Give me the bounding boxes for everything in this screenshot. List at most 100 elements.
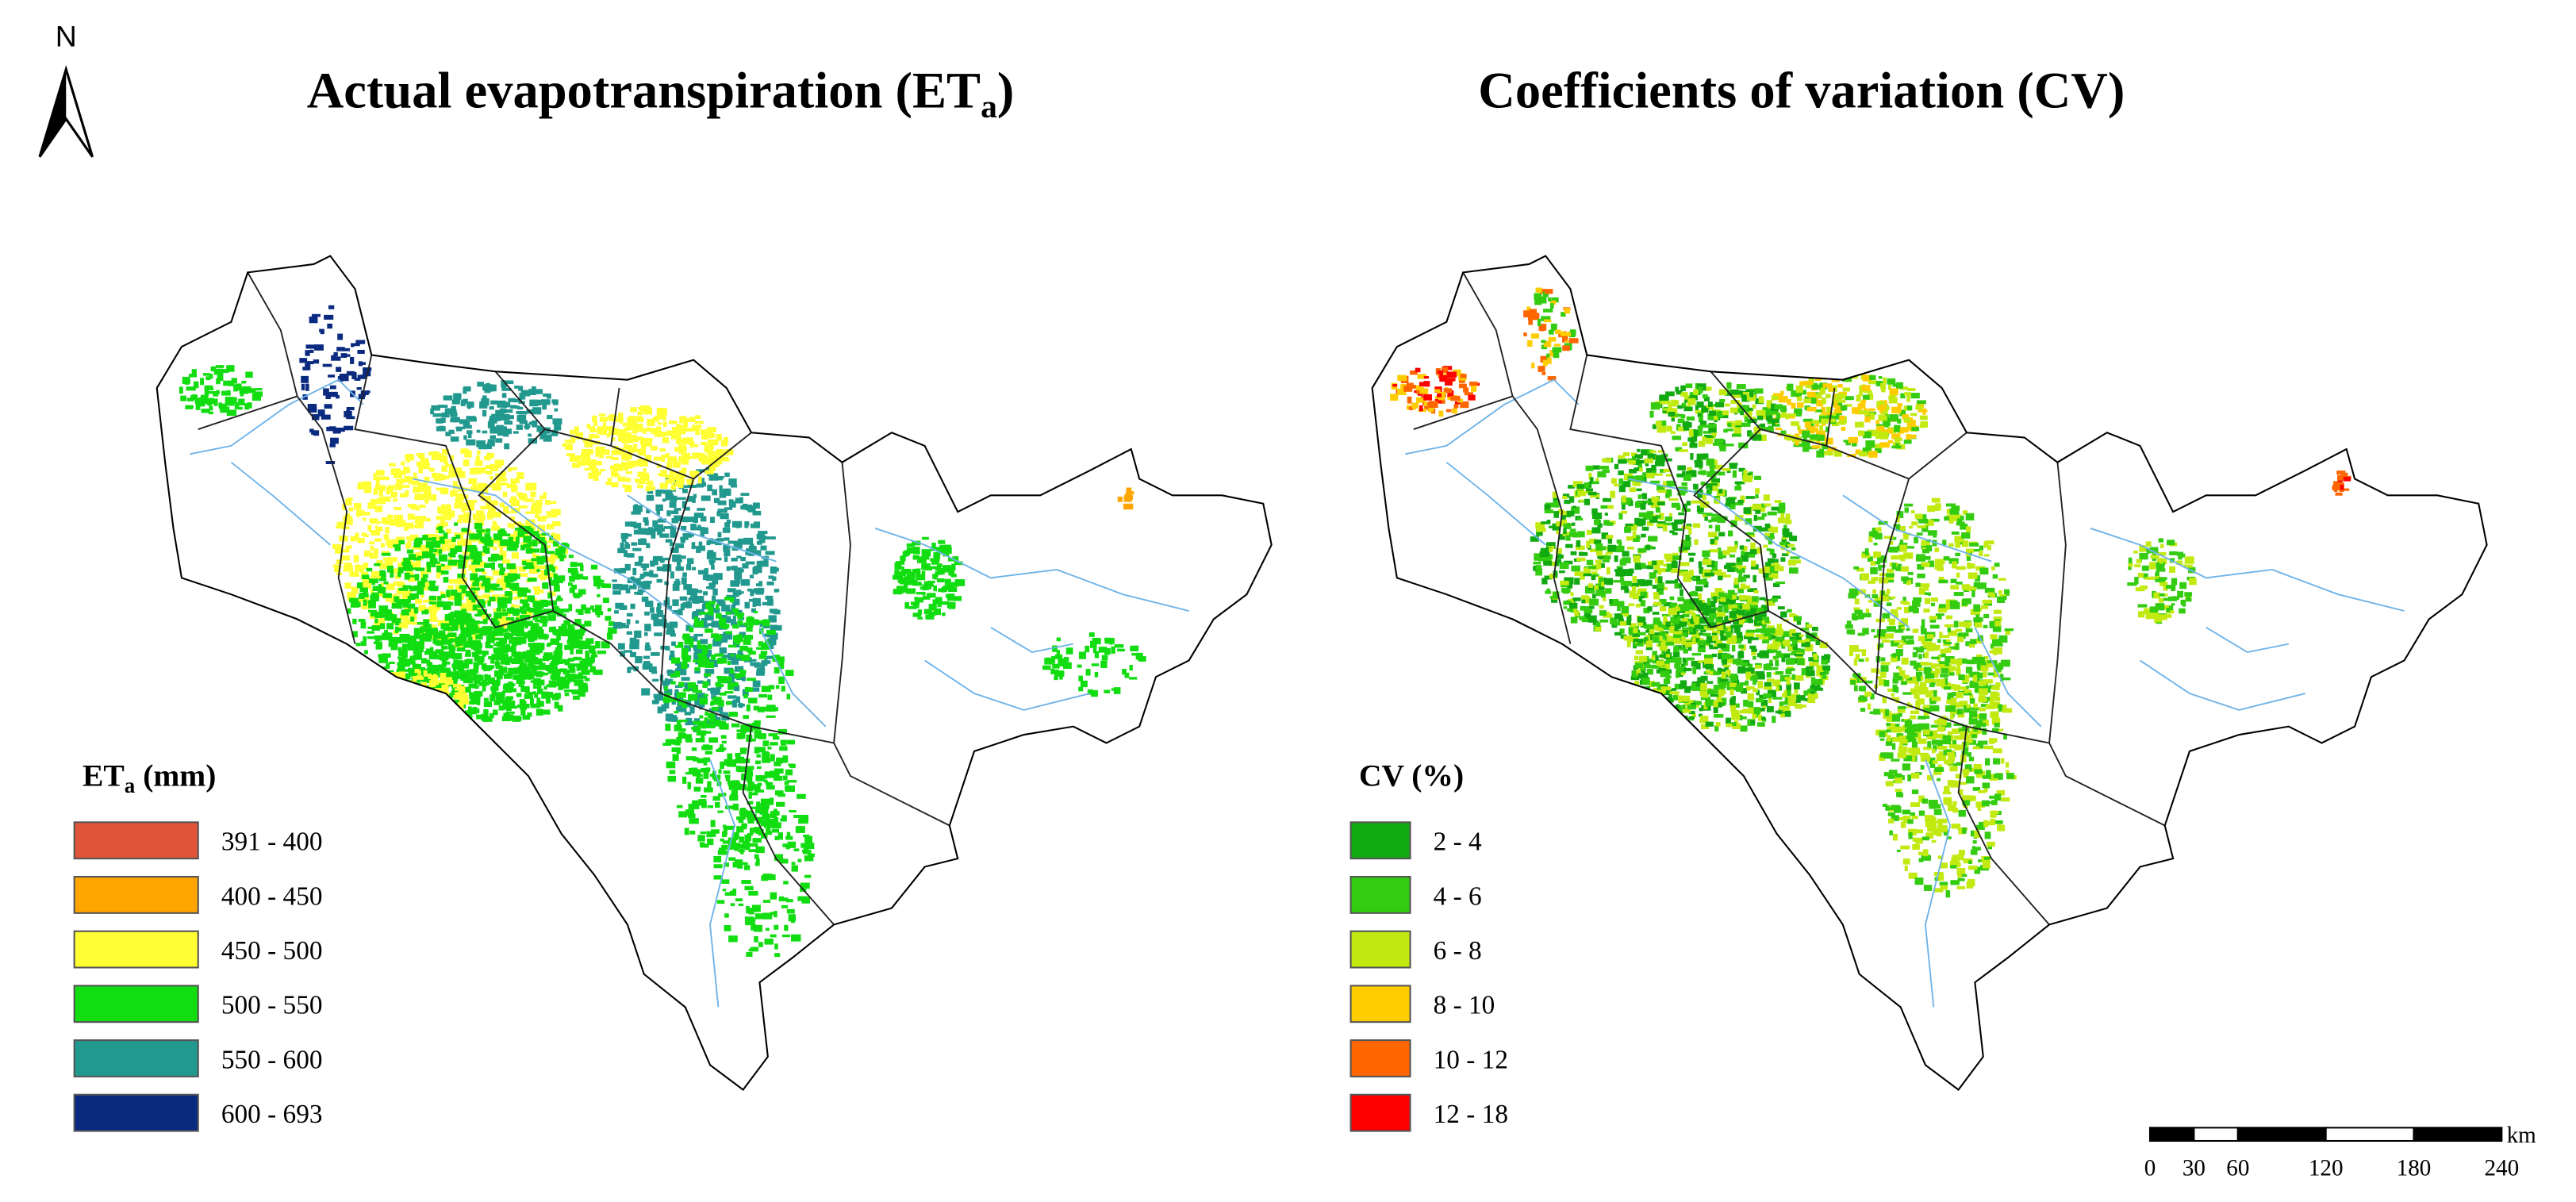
pixel	[716, 900, 725, 904]
pixel	[540, 600, 549, 607]
pixel	[408, 670, 417, 677]
pixel	[704, 434, 708, 438]
pixel	[510, 607, 514, 610]
pixel	[743, 862, 748, 866]
pixel	[307, 404, 317, 410]
pixel	[749, 828, 754, 835]
pixel	[1646, 565, 1654, 570]
pixel	[590, 605, 594, 610]
pixel	[311, 313, 321, 317]
pixel	[1580, 606, 1590, 611]
pixel	[210, 366, 217, 372]
pixel	[678, 732, 687, 739]
pixel	[682, 776, 687, 784]
pixel	[767, 694, 773, 701]
pixel	[1785, 513, 1791, 520]
pixel	[1607, 544, 1617, 552]
pixel	[476, 429, 481, 433]
pixel	[348, 545, 352, 549]
pixel	[497, 597, 505, 605]
pixel	[441, 631, 446, 637]
pixel	[463, 518, 472, 524]
pixel	[424, 486, 432, 493]
pixel	[441, 504, 451, 509]
pixel	[506, 546, 513, 551]
pixel	[1691, 500, 1701, 504]
pixel	[662, 421, 667, 427]
pixel	[472, 513, 483, 520]
pixel	[509, 621, 516, 627]
pixel	[735, 666, 744, 672]
pixel	[344, 425, 354, 431]
pixel	[1715, 616, 1723, 624]
pixel	[743, 693, 748, 699]
pixel	[475, 462, 479, 465]
pixel	[477, 532, 482, 539]
pixel	[1580, 573, 1585, 580]
pixel	[739, 747, 747, 751]
pixel	[731, 701, 737, 708]
pixel	[736, 555, 742, 559]
pixel	[912, 555, 919, 560]
pixel	[520, 685, 526, 692]
pixel	[712, 588, 718, 596]
pixel	[747, 766, 754, 770]
pixel	[532, 691, 537, 695]
pixel	[578, 689, 585, 697]
pixel	[1680, 589, 1683, 597]
pixel	[708, 466, 716, 471]
pixel	[513, 654, 520, 660]
pixel	[545, 665, 553, 668]
pixel	[1562, 495, 1568, 500]
pixel	[1650, 547, 1656, 550]
pixel	[1683, 540, 1691, 547]
pixel	[1629, 568, 1634, 574]
pixel	[752, 502, 760, 509]
pixel	[332, 564, 342, 568]
pixel	[547, 540, 555, 543]
pixel	[1634, 563, 1642, 570]
pixel	[466, 544, 474, 552]
pixel	[1123, 495, 1132, 502]
pixel	[482, 545, 488, 553]
pixel	[1622, 495, 1626, 503]
pixel	[710, 517, 716, 524]
pixel	[449, 705, 455, 713]
pixel	[753, 550, 762, 556]
pixel	[684, 506, 690, 511]
pixel	[452, 683, 462, 688]
pixel	[733, 685, 740, 692]
pixel	[1589, 477, 1594, 485]
pixel	[764, 825, 772, 828]
pixel	[536, 709, 543, 716]
pixel	[328, 374, 336, 378]
pixel	[538, 536, 545, 544]
pixel	[375, 526, 383, 532]
pixel	[1643, 607, 1650, 614]
pixel	[1752, 504, 1762, 509]
pixel	[382, 700, 391, 705]
pixel	[420, 686, 425, 694]
pixel	[418, 482, 428, 488]
pixel	[774, 854, 784, 862]
pixel	[404, 669, 411, 672]
pixel	[791, 865, 798, 872]
pixel	[593, 461, 602, 466]
pixel	[558, 684, 563, 690]
pixel	[431, 711, 436, 714]
pixel	[747, 647, 753, 653]
pixel	[407, 504, 417, 508]
pixel	[417, 715, 424, 721]
pixel	[450, 611, 459, 618]
pixel	[689, 818, 699, 824]
pixel	[660, 645, 669, 650]
pixel	[1737, 499, 1744, 504]
pixel	[428, 451, 432, 455]
pixel	[436, 487, 445, 490]
pixel	[1674, 578, 1679, 586]
pixel	[1726, 497, 1735, 505]
pixel	[401, 711, 409, 718]
pixel	[1626, 614, 1632, 622]
pixel	[625, 541, 629, 545]
pixel	[372, 586, 382, 592]
